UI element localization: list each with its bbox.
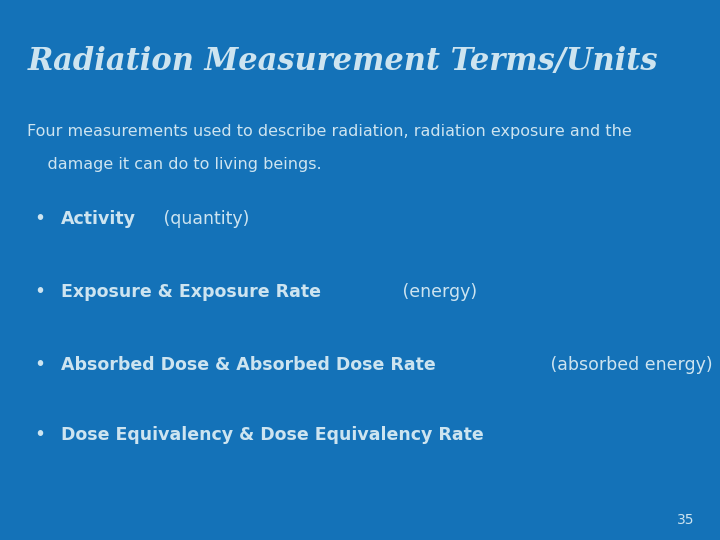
Text: Exposure & Exposure Rate: Exposure & Exposure Rate (61, 282, 321, 301)
Text: (energy): (energy) (397, 282, 477, 301)
Text: (absorbed energy): (absorbed energy) (545, 355, 712, 374)
Text: •: • (35, 282, 45, 301)
Text: damage it can do to living beings.: damage it can do to living beings. (27, 157, 322, 172)
Text: Dose Equivalency & Dose Equivalency Rate: Dose Equivalency & Dose Equivalency Rate (61, 426, 484, 444)
Text: Activity: Activity (61, 210, 136, 228)
Text: (quantity): (quantity) (158, 210, 249, 228)
Text: •: • (35, 209, 45, 228)
Text: 35: 35 (678, 512, 695, 526)
Text: Radiation Measurement Terms/Units: Radiation Measurement Terms/Units (27, 46, 658, 77)
Text: •: • (35, 425, 45, 444)
Text: •: • (35, 355, 45, 374)
Text: Absorbed Dose & Absorbed Dose Rate: Absorbed Dose & Absorbed Dose Rate (61, 355, 436, 374)
Text: Four measurements used to describe radiation, radiation exposure and the: Four measurements used to describe radia… (27, 124, 632, 139)
